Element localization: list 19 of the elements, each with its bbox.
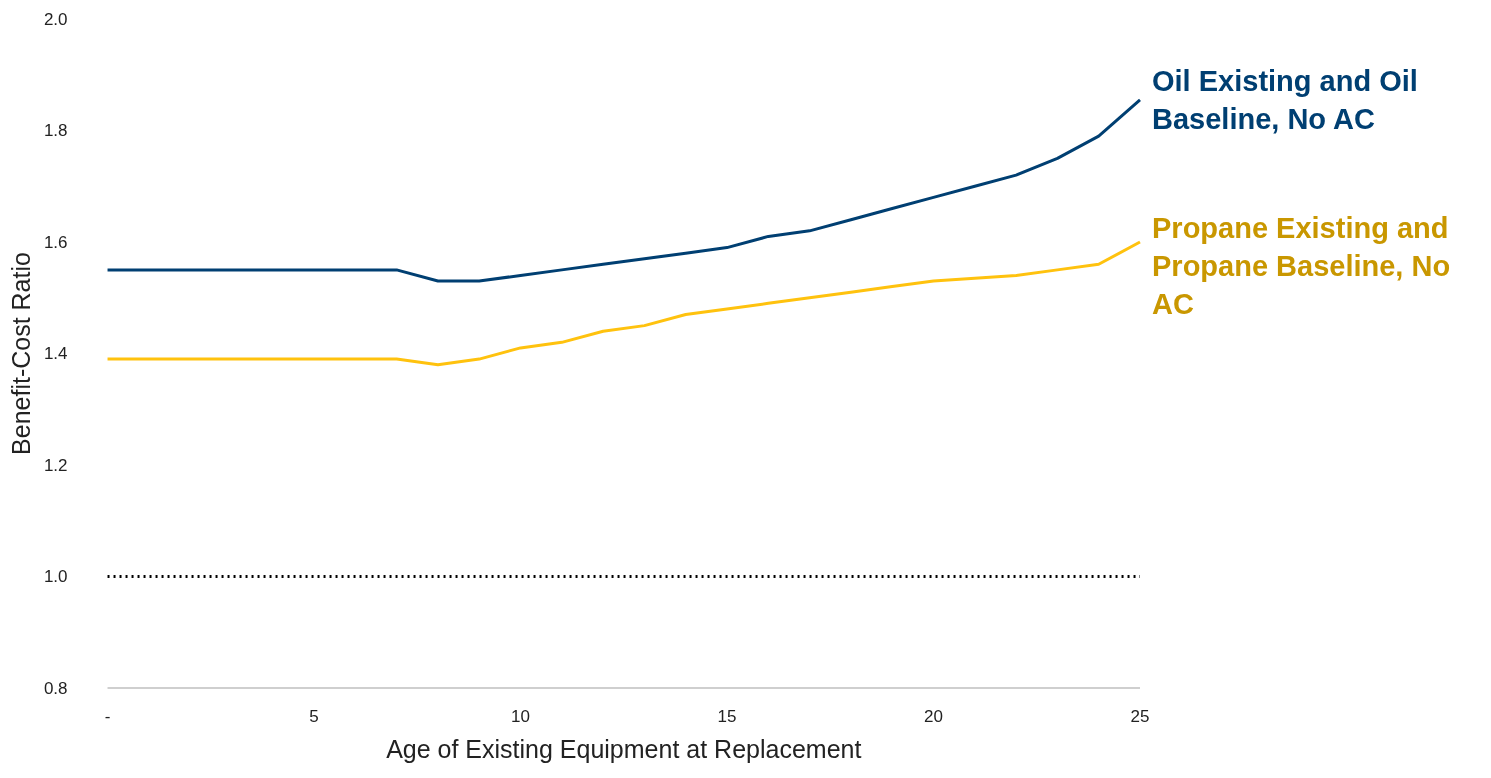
y-tick-label: 1.6 (43, 232, 68, 252)
series-label: Oil Existing and Oil Baseline, No AC (1152, 64, 1426, 135)
x-axis-title: Age of Existing Equipment at Replacement (386, 734, 862, 763)
y-tick-label: 1.8 (43, 121, 68, 140)
series-label: Propane Existing and Propane Baseline, No AC (1152, 212, 1459, 320)
y-tick-label: 1.0 (43, 567, 68, 586)
x-tick-label: 25 (1130, 707, 1150, 726)
x-tick-label: 10 (511, 707, 530, 726)
y-tick-label: 0.8 (43, 678, 68, 698)
x-tick-label: 5 (309, 707, 319, 726)
x-tick-label: 20 (924, 707, 943, 726)
y-tick-label: 1.2 (43, 455, 68, 475)
x-tick-label: 15 (717, 707, 737, 726)
y-tick-label: 1.4 (43, 344, 68, 363)
line-series (106, 240, 1142, 367)
line-series (106, 98, 1142, 283)
y-axis-title: Benefit-Cost Ratio (6, 252, 35, 455)
x-tick-label: - (104, 707, 111, 726)
y-tick-label: 2.0 (43, 9, 68, 29)
